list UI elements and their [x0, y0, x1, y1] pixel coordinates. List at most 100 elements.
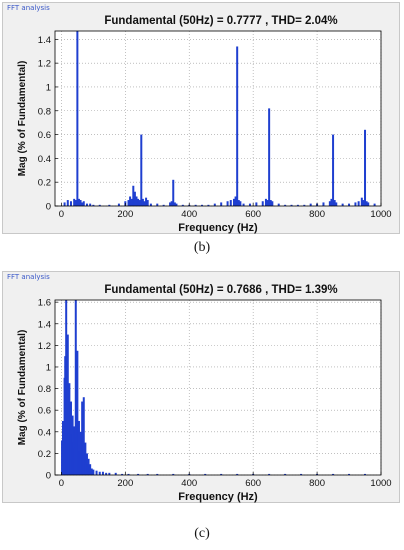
spectrum-bar	[181, 204, 184, 206]
spectrum-bar	[309, 203, 312, 206]
spectrum-bar	[129, 196, 132, 206]
spectrum-bar	[73, 198, 76, 206]
fft-chart-c: 0 200 400 600 800 1000 0 0.2 0.4 0.6 0.8 1 1.2 1.4 1.6…	[17, 298, 392, 503]
y-tick-label: 0.6	[38, 406, 51, 417]
spectrum-bar	[172, 179, 175, 206]
spectrum-bar	[95, 470, 98, 475]
spectrum-bar	[121, 473, 124, 475]
spectrum-bar	[236, 46, 239, 206]
spectrum-bar	[330, 198, 333, 206]
spectrum-bar	[172, 473, 175, 475]
x-tick-label: 400	[181, 209, 197, 220]
spectrum-bar	[74, 200, 77, 206]
x-tick-label: 0	[59, 478, 64, 489]
spectrum-bar	[207, 204, 210, 206]
x-axis-label: Frequency (Hz)	[178, 222, 258, 234]
spectrum-bar	[242, 203, 245, 206]
spectrum-bar	[357, 201, 360, 206]
spectrum-bar	[98, 471, 101, 475]
spectrum-bar	[69, 201, 72, 206]
axes-box	[54, 30, 382, 207]
spectrum-bar	[132, 185, 135, 206]
spectrum-bar	[237, 200, 240, 206]
spectrum-bar	[76, 31, 79, 206]
x-tick-label: 0	[59, 209, 64, 220]
y-tick-label: 1.6	[38, 298, 51, 309]
y-axis-label: Mag (% of Fundamental)	[17, 61, 28, 177]
x-tick-label: 600	[245, 478, 261, 489]
y-tick-label: 0.4	[38, 154, 51, 165]
spectrum-bar	[284, 473, 287, 475]
y-tick-label: 0	[46, 202, 51, 213]
spectrum-bar	[133, 191, 136, 206]
spectrum-bar	[365, 201, 368, 206]
axes-box	[54, 299, 382, 476]
plot-area	[55, 31, 381, 206]
y-tick-label: 0.6	[38, 130, 51, 141]
spectrum-bar	[63, 202, 66, 206]
spectrum-bar	[105, 472, 108, 475]
spectrum-bar	[114, 472, 117, 475]
spectrum-bar	[81, 202, 84, 206]
y-tick-label: 0.2	[38, 449, 51, 460]
spectrum-bar	[213, 203, 216, 206]
x-tick-label: 200	[117, 209, 133, 220]
spectrum-bar	[335, 202, 338, 206]
spectrum-bar	[248, 203, 251, 206]
y-axis-label: Mag (% of Fundamental)	[17, 330, 28, 446]
x-tick-label: 1000	[370, 478, 391, 489]
spectrum-bar	[156, 203, 159, 206]
spectrum-bar	[92, 204, 95, 206]
spectrum-bar	[226, 201, 229, 206]
spectrum-bar	[108, 472, 111, 475]
y-tick-label: 0.4	[38, 427, 51, 438]
spectrum-bar	[373, 203, 376, 206]
figure-label-c: (c)	[194, 526, 210, 541]
spectrum-bar	[143, 201, 146, 206]
spectrum-bar	[284, 204, 287, 206]
x-tick-label: 800	[309, 209, 325, 220]
spectrum-bar	[204, 473, 207, 475]
spectrum-bar	[101, 471, 104, 475]
spectrum-bar	[364, 129, 367, 206]
spectrum-bar	[220, 473, 223, 475]
y-tick-label: 1.4	[38, 319, 51, 330]
spectrum-bar	[264, 198, 267, 206]
spectrum-bar	[90, 468, 93, 475]
y-tick-label: 0.8	[38, 384, 51, 395]
spectrum-bar	[268, 473, 271, 475]
fft-analysis-panel-c: FFT analysis Fundamental (50Hz) = 0.7686…	[2, 271, 400, 503]
spectrum-bar	[303, 204, 306, 206]
spectrum-bar	[341, 203, 344, 206]
spectrum-bar	[156, 473, 159, 475]
spectrum-bar	[229, 200, 232, 206]
spectrum-bar	[169, 202, 172, 206]
spectrum-bar	[135, 196, 138, 206]
spectrum-bar	[77, 420, 80, 475]
spectrum-bar	[89, 203, 92, 206]
spectrum-bar	[220, 202, 223, 206]
spectrum-bar	[82, 397, 85, 475]
spectrum-bar	[140, 134, 143, 206]
spectrum-bar	[333, 200, 336, 206]
spectrum-bar	[170, 201, 173, 206]
y-tick-label: 1	[46, 82, 51, 93]
spectrum-bar	[66, 334, 69, 475]
figure-label-b: (b)	[193, 240, 211, 255]
fft-chart-b: 0 200 400 600 800 1000 0 0.2 0.4 0.6 0.8 1 1.2 1.4 Fre…	[17, 30, 392, 234]
spectrum-bar	[266, 200, 269, 206]
spectrum-bar	[137, 198, 140, 206]
spectrum-bar	[322, 202, 325, 206]
spectrum-bar	[77, 198, 80, 206]
spectrum-bar	[332, 473, 335, 475]
spectrum-bar	[146, 200, 149, 206]
spectrum-bar	[84, 442, 87, 475]
y-tick-label: 1.4	[38, 35, 51, 46]
spectrum-bar	[149, 203, 152, 206]
spectrum-bar	[127, 200, 130, 206]
y-tick-label: 0	[46, 471, 51, 482]
x-axis-label: Frequency (Hz)	[178, 491, 258, 503]
y-tick-label: 1	[46, 362, 51, 373]
spectrum-bar	[354, 202, 357, 206]
spectrum-bar	[290, 204, 293, 206]
